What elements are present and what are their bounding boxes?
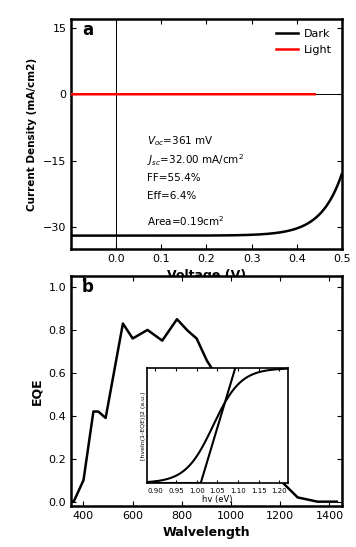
Text: a: a [82,21,93,39]
Text: $V_{oc}$=361 mV: $V_{oc}$=361 mV [147,134,214,148]
X-axis label: Voltage (V): Voltage (V) [167,269,246,282]
Y-axis label: EQE: EQE [30,377,43,405]
Y-axis label: Current Density (mA/cm2): Current Density (mA/cm2) [27,57,37,211]
X-axis label: Walvelength: Walvelength [163,526,250,539]
Text: FF=55.4%: FF=55.4% [147,173,200,183]
Text: Eff=6.4%: Eff=6.4% [147,191,196,201]
Text: Area=0.19cm$^2$: Area=0.19cm$^2$ [147,214,225,228]
Text: $J_{sc}$=32.00 mA/cm$^2$: $J_{sc}$=32.00 mA/cm$^2$ [147,153,244,168]
Legend: Dark, Light: Dark, Light [272,25,336,59]
Text: b: b [82,278,94,296]
